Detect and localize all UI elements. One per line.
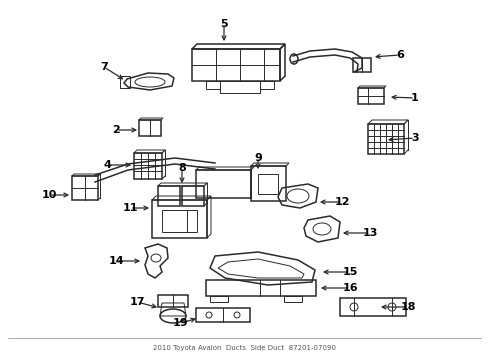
Text: 17: 17 xyxy=(129,297,144,307)
Text: 3: 3 xyxy=(410,133,418,143)
Text: 7: 7 xyxy=(100,62,108,72)
Bar xyxy=(192,49,280,81)
Text: 9: 9 xyxy=(254,153,262,163)
Bar xyxy=(196,308,249,322)
Text: 4: 4 xyxy=(103,160,111,170)
Bar xyxy=(209,296,227,302)
Bar xyxy=(139,120,161,136)
Bar xyxy=(134,153,162,179)
Bar xyxy=(357,88,383,104)
Bar xyxy=(284,296,302,302)
Text: 10: 10 xyxy=(41,190,57,200)
Text: 14: 14 xyxy=(108,256,123,266)
Bar xyxy=(158,295,187,307)
Bar xyxy=(220,81,260,93)
Text: 11: 11 xyxy=(122,203,138,213)
Bar xyxy=(162,210,197,232)
Text: 1: 1 xyxy=(410,93,418,103)
Bar xyxy=(158,186,180,206)
Text: 2010 Toyota Avalon  Ducts  Side Duct  87201-07090: 2010 Toyota Avalon Ducts Side Duct 87201… xyxy=(153,345,335,351)
Bar xyxy=(339,298,405,316)
Text: 16: 16 xyxy=(342,283,357,293)
Text: 18: 18 xyxy=(400,302,415,312)
Text: 15: 15 xyxy=(342,267,357,277)
Bar xyxy=(258,174,278,194)
Bar xyxy=(352,58,370,72)
Bar xyxy=(182,186,203,206)
Bar xyxy=(72,176,98,200)
Text: 5: 5 xyxy=(220,19,227,29)
Text: 6: 6 xyxy=(395,50,403,60)
Bar xyxy=(120,76,130,88)
Text: 13: 13 xyxy=(362,228,377,238)
Text: 19: 19 xyxy=(172,318,187,328)
Text: 8: 8 xyxy=(178,163,185,173)
Bar xyxy=(367,124,403,154)
Text: 2: 2 xyxy=(112,125,120,135)
Bar xyxy=(205,81,220,89)
Bar xyxy=(196,170,250,198)
Bar xyxy=(205,280,315,296)
Bar xyxy=(250,166,285,201)
Bar xyxy=(260,81,273,89)
Bar xyxy=(152,200,206,238)
Text: 12: 12 xyxy=(334,197,349,207)
